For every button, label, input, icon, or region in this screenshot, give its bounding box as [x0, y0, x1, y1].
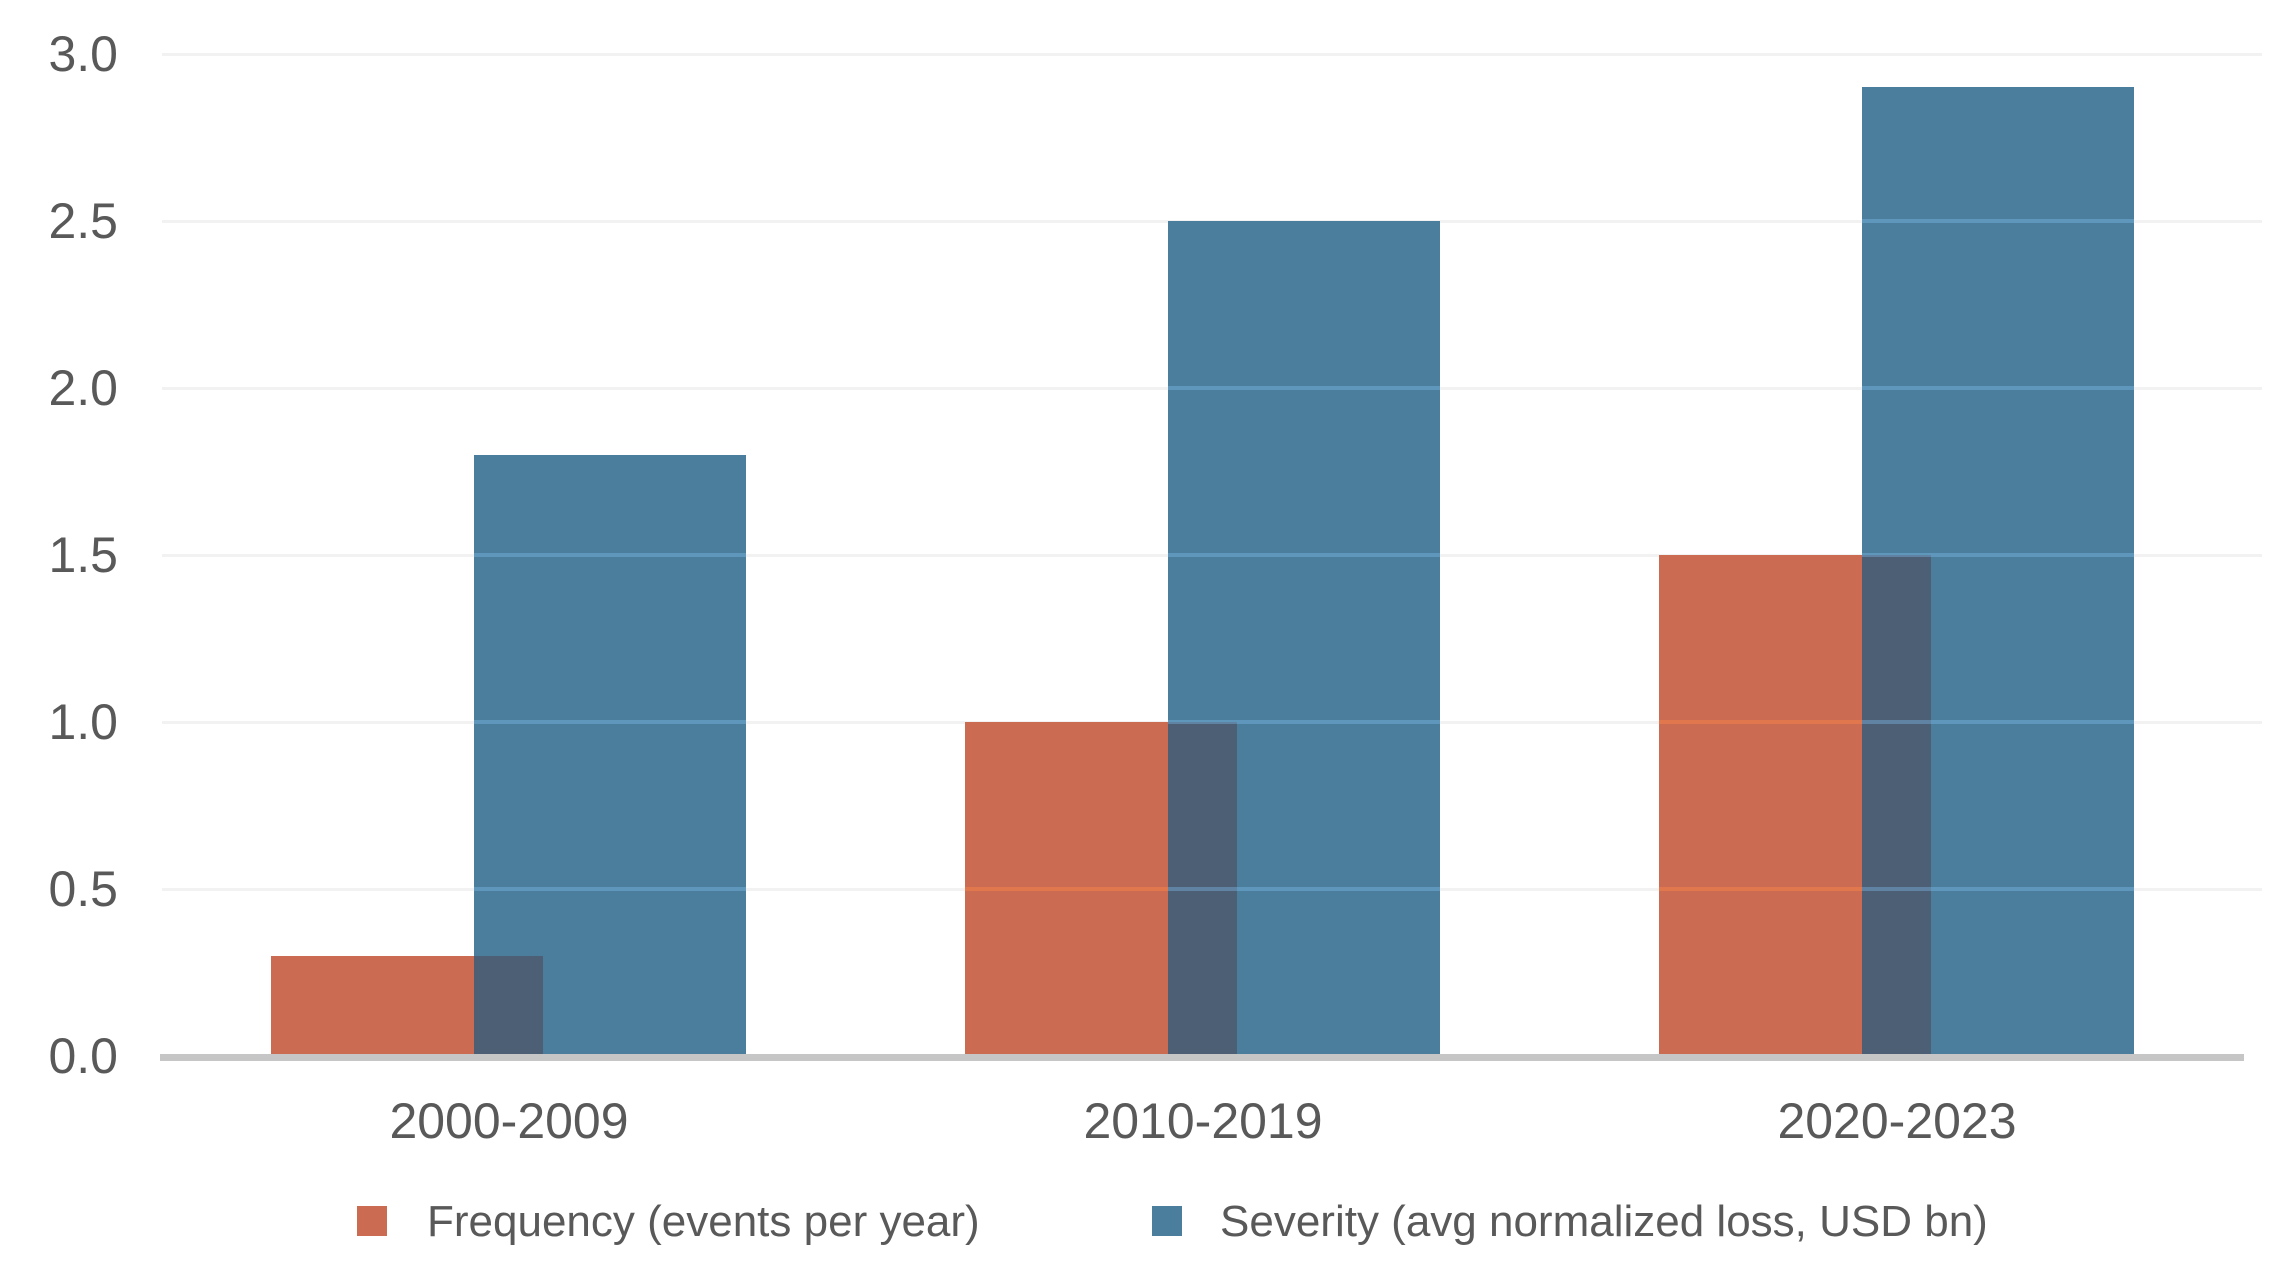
chart-legend: Frequency (events per year) Severity (av… — [0, 1191, 2286, 1253]
legend-item-frequency: Frequency (events per year) — [357, 1191, 1057, 1253]
bar-overlap-2010-2019 — [1168, 722, 1237, 1056]
y-tick-label: 2.0 — [48, 360, 118, 416]
y-tick-label: 1.5 — [48, 527, 118, 583]
gridline-overlay — [1862, 219, 2134, 223]
gridline-overlay — [1168, 887, 1440, 891]
gridline-overlay — [965, 887, 1168, 891]
gridline-overlay — [1659, 887, 1862, 891]
gridline-overlay — [1659, 720, 1862, 724]
bar-overlap-2000-2009 — [474, 956, 543, 1056]
bar-overlap-2020-2023 — [1862, 555, 1931, 1056]
severity-legend-swatch — [1152, 1206, 1182, 1236]
x-axis-label: 2000-2009 — [389, 1093, 629, 1149]
y-tick-label: 2.5 — [48, 193, 118, 249]
y-tick-label: 0.0 — [48, 1028, 118, 1084]
gridline-overlay — [1168, 720, 1440, 724]
gridline-overlay — [474, 887, 746, 891]
gridline-overlay — [1862, 720, 2134, 724]
y-tick-label: 0.5 — [48, 861, 118, 917]
y-tick-label: 1.0 — [48, 694, 118, 750]
gridline-overlay — [474, 553, 746, 557]
x-axis-line — [160, 1054, 2244, 1061]
gridline-overlay — [1168, 553, 1440, 557]
frequency-legend-swatch — [357, 1206, 387, 1236]
gridline-overlay — [1862, 553, 2134, 557]
gridline — [162, 53, 2262, 56]
severity-legend-label: Severity (avg normalized loss, USD bn) — [1220, 1197, 1988, 1246]
gridline-overlay — [474, 720, 746, 724]
x-axis-label: 2010-2019 — [1083, 1093, 1323, 1149]
frequency-legend-label: Frequency (events per year) — [427, 1197, 980, 1246]
bar-severity-2000-2009 — [474, 455, 746, 1056]
gridline-overlay — [1168, 386, 1440, 390]
gridline-overlay — [1862, 887, 2134, 891]
y-tick-label: 3.0 — [48, 26, 118, 82]
x-axis-label: 2020-2023 — [1777, 1093, 2017, 1149]
gridline-overlay — [1862, 386, 2134, 390]
legend-item-severity: Severity (avg normalized loss, USD bn) — [1152, 1191, 2102, 1253]
